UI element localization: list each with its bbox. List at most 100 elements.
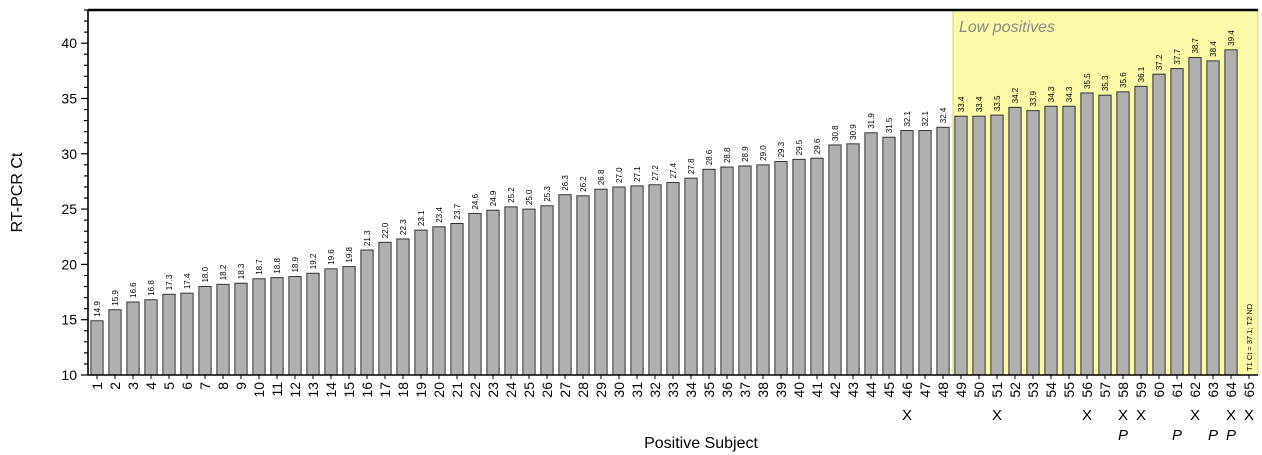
value-label-46: 32.1 (903, 110, 912, 126)
value-label-55: 34.3 (1065, 86, 1074, 102)
value-label-64: 39.4 (1227, 30, 1236, 46)
x-tick-label-6: 6 (179, 382, 195, 390)
value-label-49: 33.4 (957, 96, 966, 112)
value-label-54: 34.3 (1047, 86, 1056, 102)
x-tick-label-46: 46 (899, 382, 915, 398)
bar-50 (972, 115, 986, 376)
x-tick-label-33: 33 (665, 382, 681, 398)
bar-57 (1098, 94, 1112, 376)
x-tick-label-62: 62 (1187, 382, 1203, 398)
p-marker-64: P (1226, 427, 1236, 444)
bar-61 (1170, 68, 1184, 376)
value-label-29: 26.8 (597, 169, 606, 185)
x-tick-label-39: 39 (773, 382, 789, 398)
bar-27 (558, 194, 572, 376)
bar-22 (468, 213, 482, 376)
value-label-6: 17.4 (183, 273, 192, 289)
x-tick-label-9: 9 (233, 382, 249, 390)
value-label-43: 30.9 (849, 124, 858, 140)
bar-8 (216, 283, 230, 376)
value-label-31: 27.1 (633, 166, 642, 182)
y-tick-label-15: 15 (61, 312, 77, 328)
x-tick-label-8: 8 (215, 382, 231, 390)
bar-10 (252, 278, 266, 376)
p-marker-63: P (1208, 427, 1218, 444)
value-label-51: 33.5 (993, 95, 1002, 111)
x-tick-label-41: 41 (809, 382, 825, 398)
value-label-21: 23.7 (453, 203, 462, 219)
value-label-56: 35.5 (1083, 73, 1092, 89)
x-marker-65: X (1244, 407, 1254, 424)
bar-25 (522, 208, 536, 376)
y-tick-label-40: 40 (61, 35, 77, 51)
y-tick-label-30: 30 (61, 146, 77, 162)
value-label-9: 18.3 (237, 263, 246, 279)
bar-45 (882, 136, 896, 376)
x-tick-label-40: 40 (791, 382, 807, 398)
x-tick-label-57: 57 (1097, 382, 1113, 398)
value-label-2: 15.9 (111, 290, 120, 306)
x-tick-label-55: 55 (1061, 382, 1077, 398)
x-tick-label-58: 58 (1115, 382, 1131, 398)
y-tick-label-35: 35 (61, 90, 77, 106)
x-ticks-layer: 1 2 3 4 5 6 7 8 9 10 11 12 13 14 15 16 17 18 19 20 21 22 23 24 2… (89, 375, 1257, 398)
x-tick-label-56: 56 (1079, 382, 1095, 398)
bar-62 (1188, 57, 1202, 376)
value-label-48: 32.4 (939, 107, 948, 123)
x-tick-label-36: 36 (719, 382, 735, 398)
bar-4 (144, 299, 158, 376)
x-tick-label-37: 37 (737, 382, 753, 398)
bar-54 (1044, 105, 1058, 376)
bar-29 (594, 188, 608, 376)
bar-7 (198, 286, 212, 376)
bar-13 (306, 272, 320, 376)
x-tick-label-47: 47 (917, 382, 933, 398)
x-tick-label-59: 59 (1133, 382, 1149, 398)
x-marker-59: X (1136, 407, 1146, 424)
x-marker-64: X (1226, 407, 1236, 424)
y-tick-label-20: 20 (61, 256, 77, 272)
value-label-33: 27.4 (669, 162, 678, 178)
value-label-63: 38.4 (1209, 41, 1218, 57)
bar-33 (666, 182, 680, 376)
x-tick-label-12: 12 (287, 382, 303, 398)
value-label-3: 16.6 (129, 282, 138, 298)
value-label-22: 24.6 (471, 193, 480, 209)
value-label-20: 23.4 (435, 207, 444, 223)
x-marker-58: X (1118, 407, 1128, 424)
bar-2 (108, 309, 122, 376)
bar-26 (540, 205, 554, 376)
bar-5 (162, 293, 176, 376)
x-marker-46: X (902, 407, 912, 424)
x-tick-label-60: 60 (1151, 382, 1167, 398)
bar-34 (684, 177, 698, 376)
x-axis-title: Positive Subject (644, 435, 758, 452)
bar-40 (792, 158, 806, 376)
x-tick-label-16: 16 (359, 382, 375, 398)
value-label-61: 37.7 (1173, 49, 1182, 65)
bar-3 (126, 301, 140, 376)
value-label-12: 18.9 (291, 256, 300, 272)
bar-43 (846, 143, 860, 376)
bar-12 (288, 276, 302, 376)
bar-44 (864, 132, 878, 376)
value-label-37: 28.9 (741, 146, 750, 162)
y-axis-title: RT-PCR Ct (9, 152, 26, 232)
value-label-41: 29.6 (813, 138, 822, 154)
x-tick-label-32: 32 (647, 382, 663, 398)
bar-16 (360, 249, 374, 376)
x-tick-label-48: 48 (935, 382, 951, 398)
value-label-40: 29.5 (795, 139, 804, 155)
bar-30 (612, 186, 626, 376)
bar-46 (900, 130, 914, 376)
bar-17 (378, 241, 392, 376)
x-tick-label-14: 14 (323, 382, 339, 398)
x-tick-label-35: 35 (701, 382, 717, 398)
x-tick-label-25: 25 (521, 382, 537, 398)
value-label-23: 24.9 (489, 190, 498, 206)
x-tick-label-65: 65 (1241, 382, 1257, 398)
bar-55 (1062, 105, 1076, 376)
bar-14 (324, 268, 338, 376)
x-marker-62: X (1190, 407, 1200, 424)
